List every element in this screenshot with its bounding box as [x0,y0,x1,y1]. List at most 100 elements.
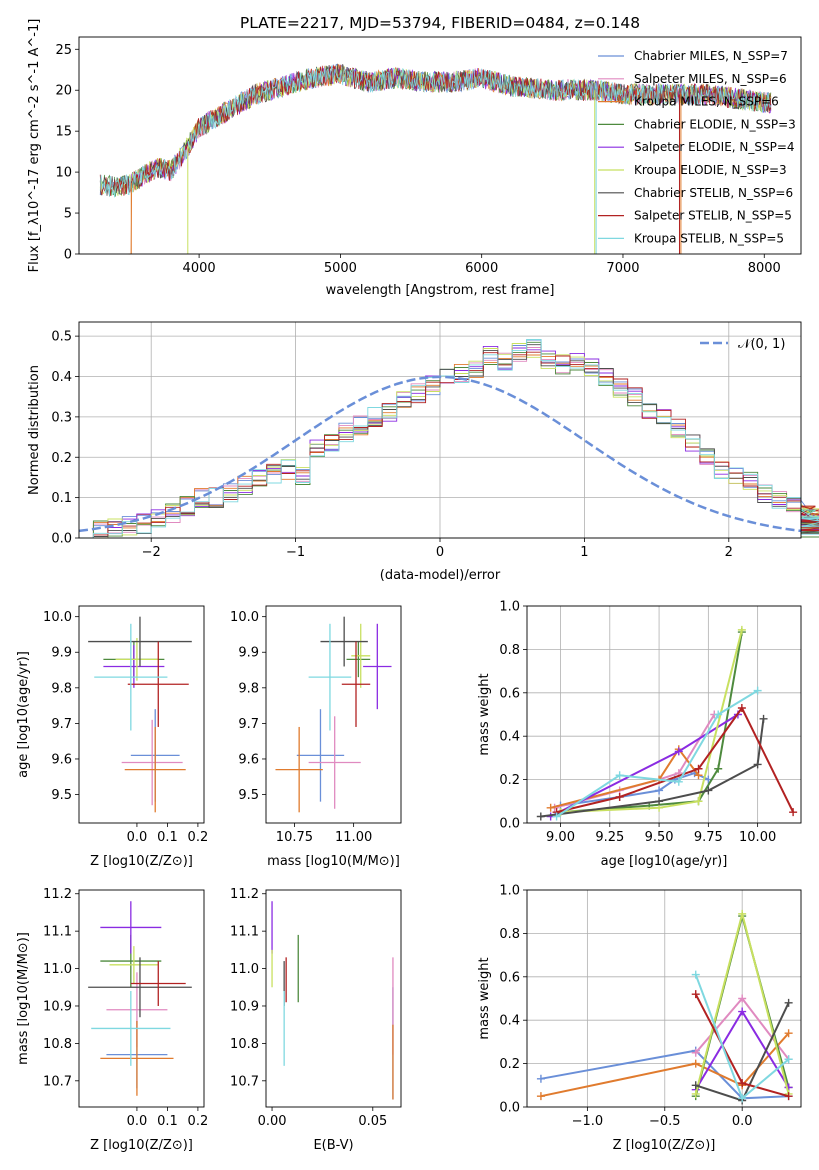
legend-label: Kroupa ELODIE, N_SSP=3 [634,163,787,177]
legend-label: Kroupa STELIB, N_SSP=5 [634,231,784,245]
axes-frame [526,889,802,1108]
y-tick-label: 0.4 [499,730,520,745]
y-tick-label: 9.6 [238,752,259,767]
y-tick-label: 10.9 [230,999,259,1014]
y-tick-label: 5 [64,207,72,222]
y-tick-label: 0.0 [51,532,72,547]
weight-marker [704,786,713,795]
y-tick-label: 0.4 [51,370,72,385]
weight-marker [691,970,700,979]
y-tick-label: 9.6 [51,752,72,767]
weight-marker [714,710,723,719]
weight-marker [738,1079,747,1088]
y-tick-label: 1.0 [499,600,520,615]
weight-marker [536,1074,545,1083]
y-axis-label: Normed distribution [27,365,42,495]
y-axis-label: age [log10(age/yr)] [16,651,31,778]
x-tick-label: 10.75 [276,830,313,845]
y-tick-label: 9.8 [51,681,72,696]
y-tick-label: 0.2 [499,1057,520,1072]
y-tick-label: 11.0 [230,962,259,977]
weight-marker [737,703,746,712]
weight-marker [694,764,703,773]
y-tick-label: 9.5 [238,788,259,803]
weight-marker [738,994,747,1003]
x-tick-label: 0.1 [157,1114,178,1129]
histogram-step [79,341,819,539]
x-tick-label: 0.2 [188,830,209,845]
x-tick-label: 9.50 [645,830,674,845]
y-tick-label: 1.0 [499,884,520,899]
y-axis-label: mass [log10(M/M⊙)] [16,932,31,1065]
weight-marker [753,760,762,769]
panel-4 [527,605,801,824]
weight-marker [784,1092,793,1101]
x-axis-label: Z [log10(Z/Z⊙)] [90,854,193,869]
weight-line [550,747,700,809]
x-tick-label: 9.00 [546,830,575,845]
weight-marker [536,812,545,821]
y-tick-label: 0.8 [499,643,520,658]
y-tick-label: 0.4 [499,1014,520,1029]
axes-frame [78,36,802,255]
weight-marker [738,909,747,918]
weight-marker [738,1094,747,1103]
y-tick-label: 20 [55,84,72,99]
weight-marker [691,1089,700,1098]
x-tick-label: 9.75 [694,830,723,845]
weight-line [556,689,759,818]
y-tick-label: 9.9 [51,646,72,661]
legend-label: Chabrier MILES, N_SSP=7 [634,49,788,63]
histogram-step [79,345,819,539]
normal-curve [78,375,802,533]
y-tick-label: 11.1 [43,925,72,940]
axes-frame [265,605,402,824]
axes-frame [265,889,402,1108]
weight-marker [691,990,700,999]
weight-marker [789,808,798,817]
legend-label: Chabrier ELODIE, N_SSP=3 [634,117,796,131]
y-tick-label: 0.8 [499,927,520,942]
x-tick-label: 0.0 [127,1114,148,1129]
y-tick-label: 9.7 [238,717,259,732]
y-tick-label: 0.6 [499,970,520,985]
histogram-step [79,339,819,539]
weight-marker [691,1059,700,1068]
x-tick-label: 11.00 [335,830,372,845]
x-tick-label: 10.00 [739,830,776,845]
legend-label: Salpeter MILES, N_SSP=6 [634,72,787,86]
x-tick-label: 2 [725,545,733,560]
weight-marker [759,714,768,723]
weight-line [560,629,743,814]
legend-label: Salpeter STELIB, N_SSP=5 [634,209,792,223]
weight-marker [691,1081,700,1090]
axes-frame [526,605,802,824]
x-tick-label: −1 [286,545,305,560]
x-axis-label: age [log10(age/yr)] [601,854,728,869]
y-tick-label: 0.1 [51,491,72,506]
y-tick-label: 11.2 [43,887,72,902]
x-axis-label: mass [log10(M/M⊙)] [267,854,400,869]
x-axis-label: E(B-V) [313,1138,353,1153]
weight-marker [674,747,683,756]
y-tick-label: 0.5 [51,330,72,345]
x-tick-label: 0.05 [358,1114,387,1129]
x-axis-label: wavelength [Angstrom, rest frame] [326,283,555,298]
weight-marker [546,803,555,812]
weight-marker [714,764,723,773]
weight-marker [615,792,624,801]
x-tick-label: 9.25 [595,830,624,845]
panel-1 [79,322,801,539]
y-tick-label: 10.8 [43,1037,72,1052]
y-tick-label: 9.5 [51,788,72,803]
y-tick-label: 0.3 [51,410,72,425]
weight-marker [694,797,703,806]
y-tick-label: 0 [64,248,72,263]
legend-label: Chabrier STELIB, N_SSP=6 [634,186,793,200]
weight-marker [753,686,762,695]
weight-marker [536,1092,545,1101]
y-tick-label: 10.9 [43,999,72,1014]
y-tick-label: 9.9 [238,646,259,661]
weight-marker [615,771,624,780]
